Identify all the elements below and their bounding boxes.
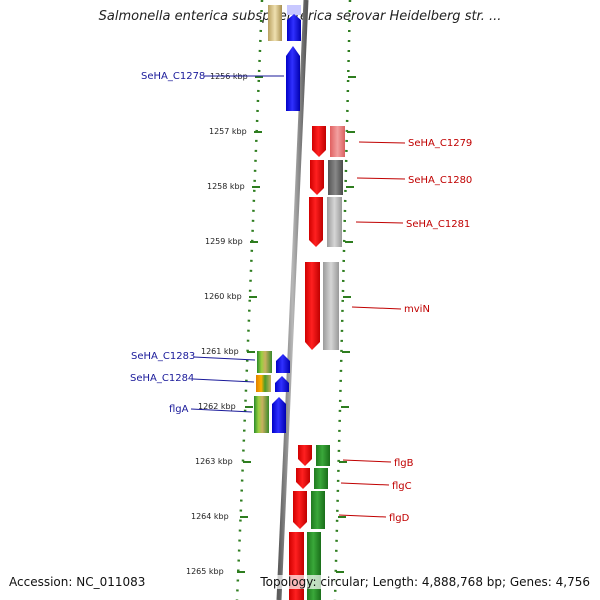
gene-arrow-red-bottom[interactable] (289, 532, 304, 600)
gene-label-seha-c1281[interactable]: SeHA_C1281 (406, 219, 470, 230)
gene-label-seha-c1279[interactable]: SeHA_C1279 (408, 138, 472, 149)
gene-label-mvin[interactable]: mviN (404, 304, 430, 315)
hit-seha-c1280[interactable] (328, 160, 343, 195)
tick-label: 1261 kbp (201, 347, 239, 356)
gene-label-seha-c1278[interactable]: SeHA_C1278 (141, 71, 205, 82)
map-title: Salmonella enterica subsp. enterica sero… (98, 9, 502, 24)
gene-label-flgd[interactable]: flgD (389, 513, 410, 524)
hit-seha-c1283[interactable] (257, 351, 272, 373)
genome-stats-label: Topology: circular; Length: 4,888,768 bp… (260, 575, 590, 589)
tick-label: 1257 kbp (209, 127, 247, 136)
hit-flgc[interactable] (314, 468, 328, 489)
tick-label: 1258 kbp (207, 182, 245, 191)
left-gene-labels: SeHA_C1278 SeHA_C1283 SeHA_C1284 flgA (130, 71, 284, 415)
gene-label-flgc[interactable]: flgC (392, 481, 412, 492)
left-tick-guide (235, 0, 264, 600)
gene-label-seha-c1284[interactable]: SeHA_C1284 (130, 373, 194, 384)
genome-backbone (276, 0, 309, 600)
hit-flgb[interactable] (316, 445, 330, 466)
gene-label-flga[interactable]: flgA (169, 404, 189, 415)
tick-label: 1263 kbp (195, 457, 233, 466)
gene-arrow-seha-c1278[interactable] (286, 46, 300, 111)
gene-arrow-flga[interactable] (272, 397, 286, 433)
feature-tan-top[interactable] (268, 5, 282, 41)
gene-arrow-seha-c1284[interactable] (275, 376, 289, 392)
gene-arrow-seha-c1280[interactable] (310, 160, 324, 195)
gene-label-seha-c1280[interactable]: SeHA_C1280 (408, 175, 472, 186)
right-tick-guide (333, 0, 352, 600)
right-gene-labels: SeHA_C1279 SeHA_C1280 SeHA_C1281 mviN fl… (338, 138, 472, 524)
hit-mvin[interactable] (323, 262, 339, 350)
feature-blue-top-shadow (287, 5, 301, 15)
hit-flga[interactable] (254, 396, 269, 433)
gene-arrow-seha-c1279[interactable] (312, 126, 326, 157)
tick-label: 1265 kbp (186, 567, 224, 576)
gene-arrow-mvin[interactable] (305, 262, 320, 350)
tick-label: 1262 kbp (198, 402, 236, 411)
gene-arrow-flgc[interactable] (296, 468, 310, 489)
accession-label: Accession: NC_011083 (9, 575, 146, 589)
gene-arrow-seha-c1281[interactable] (309, 197, 323, 247)
tick-label: 1259 kbp (205, 237, 243, 246)
hit-green-bottom[interactable] (307, 532, 321, 600)
hit-flgd[interactable] (311, 491, 325, 529)
gene-label-seha-c1283[interactable]: SeHA_C1283 (131, 351, 195, 362)
hit-seha-c1279[interactable] (330, 126, 345, 157)
gene-arrow-seha-c1283[interactable] (276, 354, 290, 373)
tick-label: 1264 kbp (191, 512, 229, 521)
gene-arrow-flgb[interactable] (298, 445, 312, 466)
hit-seha-c1281[interactable] (327, 197, 342, 247)
tick-label: 1260 kbp (204, 292, 242, 301)
gene-label-flgb[interactable]: flgB (394, 458, 414, 469)
gene-arrow-blue-top[interactable] (287, 14, 301, 41)
hit-seha-c1284[interactable] (256, 375, 271, 392)
gene-arrow-flgd[interactable] (293, 491, 307, 529)
